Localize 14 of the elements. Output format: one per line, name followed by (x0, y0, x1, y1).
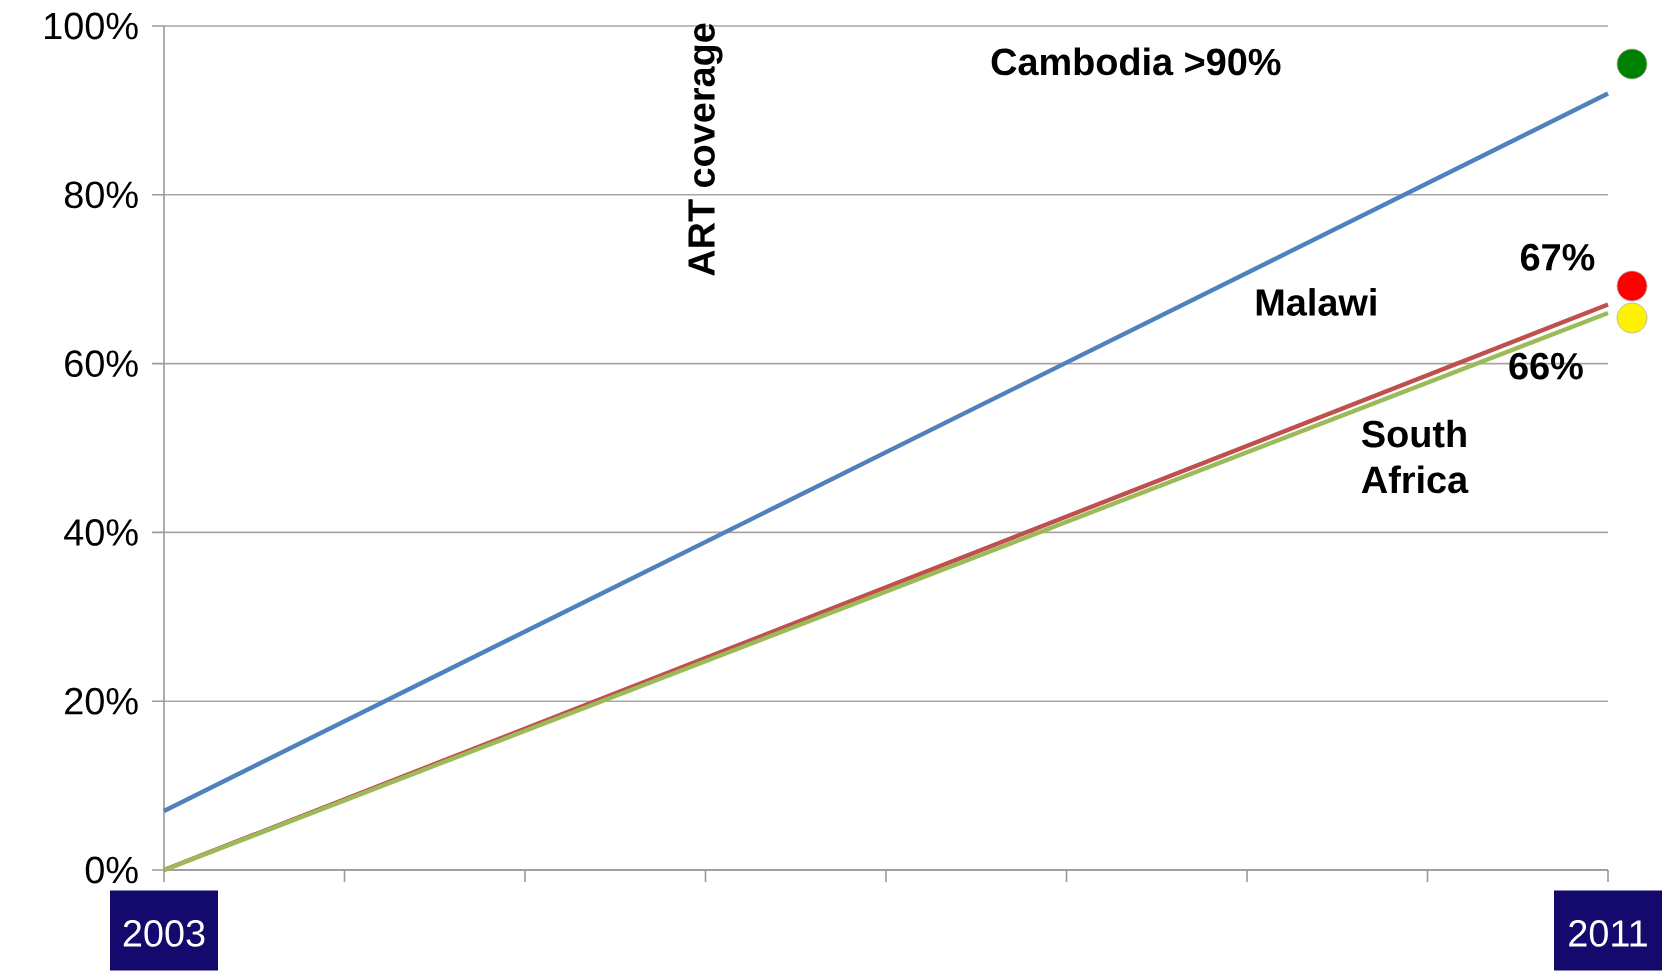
y-axis-title: ART coverage (688, 23, 723, 276)
y-tick-label: 20% (65, 687, 138, 715)
annotation: Malawi (1256, 288, 1376, 316)
annotation: 66% (1509, 352, 1583, 380)
y-tick-label: 60% (65, 350, 138, 378)
y-tick-label: 100% (45, 12, 138, 40)
annotation: 67% (1520, 243, 1595, 271)
y-tick-label: 40% (64, 519, 138, 546)
y-tick-label: 80% (64, 181, 138, 209)
x-tick-label: 2011 (1569, 919, 1647, 947)
annotation: Cambodia >90% (991, 47, 1281, 76)
y-tick-label: 0% (85, 856, 138, 884)
annotation: South Africa (1361, 419, 1469, 494)
x-tick-label: 2003 (123, 919, 205, 947)
